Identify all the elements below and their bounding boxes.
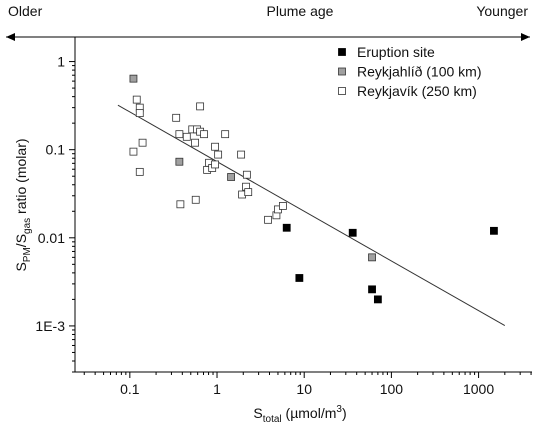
- x-tick-label: 100: [380, 381, 404, 397]
- annotation-right: Younger: [476, 3, 528, 19]
- data-point: [295, 274, 304, 282]
- data-point: [191, 138, 199, 147]
- x-tick-label: 1: [213, 381, 221, 397]
- x-label-end: ): [342, 405, 347, 421]
- data-point: [211, 142, 219, 151]
- data-point: [200, 130, 208, 139]
- x-tick-label: 0.1: [120, 381, 140, 397]
- y-tick-label: 1E-3: [35, 318, 65, 334]
- x-label-rest: (µmol/m: [282, 405, 337, 421]
- x-label-main: S: [253, 405, 262, 421]
- y-label-sub: PM: [22, 247, 33, 262]
- data-point: [175, 130, 184, 139]
- data-point: [138, 138, 147, 147]
- data-point: [135, 167, 144, 176]
- data-point: [242, 170, 251, 179]
- x-label-sub: total: [263, 414, 282, 425]
- y-label-mid: /S: [13, 234, 29, 247]
- data-point: [211, 160, 219, 169]
- data-point: [227, 173, 235, 181]
- data-point: [175, 157, 184, 166]
- data-point: [368, 285, 376, 294]
- legend-label: Eruption site: [357, 44, 435, 60]
- data-point: [279, 202, 287, 210]
- data-point: [373, 295, 382, 304]
- y-tick-label: 1: [57, 54, 65, 70]
- data-point: [264, 215, 272, 224]
- data-point: [191, 195, 200, 204]
- data-point: [282, 223, 291, 232]
- data-point: [237, 150, 246, 159]
- y-tick-label: 0.1: [46, 142, 66, 158]
- data-point: [214, 150, 223, 159]
- legend-marker: [338, 48, 346, 56]
- y-tick-label: 0.01: [38, 230, 65, 246]
- y-label-main: S: [13, 262, 29, 271]
- data-point: [129, 74, 138, 83]
- data-point: [176, 200, 185, 209]
- x-tick-label: 1000: [463, 381, 494, 397]
- y-axis-label: SPM/Sgas ratio (molar): [13, 138, 33, 271]
- data-point: [196, 102, 205, 111]
- data-point: [490, 226, 498, 235]
- data-point: [129, 147, 138, 156]
- data-point: [172, 113, 181, 122]
- data-point: [368, 253, 376, 262]
- data-point: [132, 95, 141, 104]
- data-point: [244, 188, 253, 197]
- legend-marker: [338, 67, 346, 76]
- data-point: [135, 109, 144, 118]
- annotation-left: Older: [8, 3, 43, 19]
- legend-label: Reykjahlíð (100 km): [357, 64, 482, 80]
- y-label-sub: gas: [22, 218, 33, 234]
- x-axis-label: Stotal (µmol/m3): [253, 404, 346, 425]
- annotation-center: Plume age: [267, 3, 334, 19]
- fit-line: [117, 104, 506, 326]
- y-label-rest: ratio (molar): [13, 138, 29, 217]
- data-point: [182, 132, 191, 141]
- data-point: [348, 228, 357, 237]
- legend-marker: [338, 87, 346, 95]
- legend-label: Reykjavík (250 km): [357, 83, 477, 99]
- x-label-sup: 3: [336, 404, 342, 415]
- data-point: [221, 130, 230, 139]
- x-tick-label: 10: [296, 381, 312, 397]
